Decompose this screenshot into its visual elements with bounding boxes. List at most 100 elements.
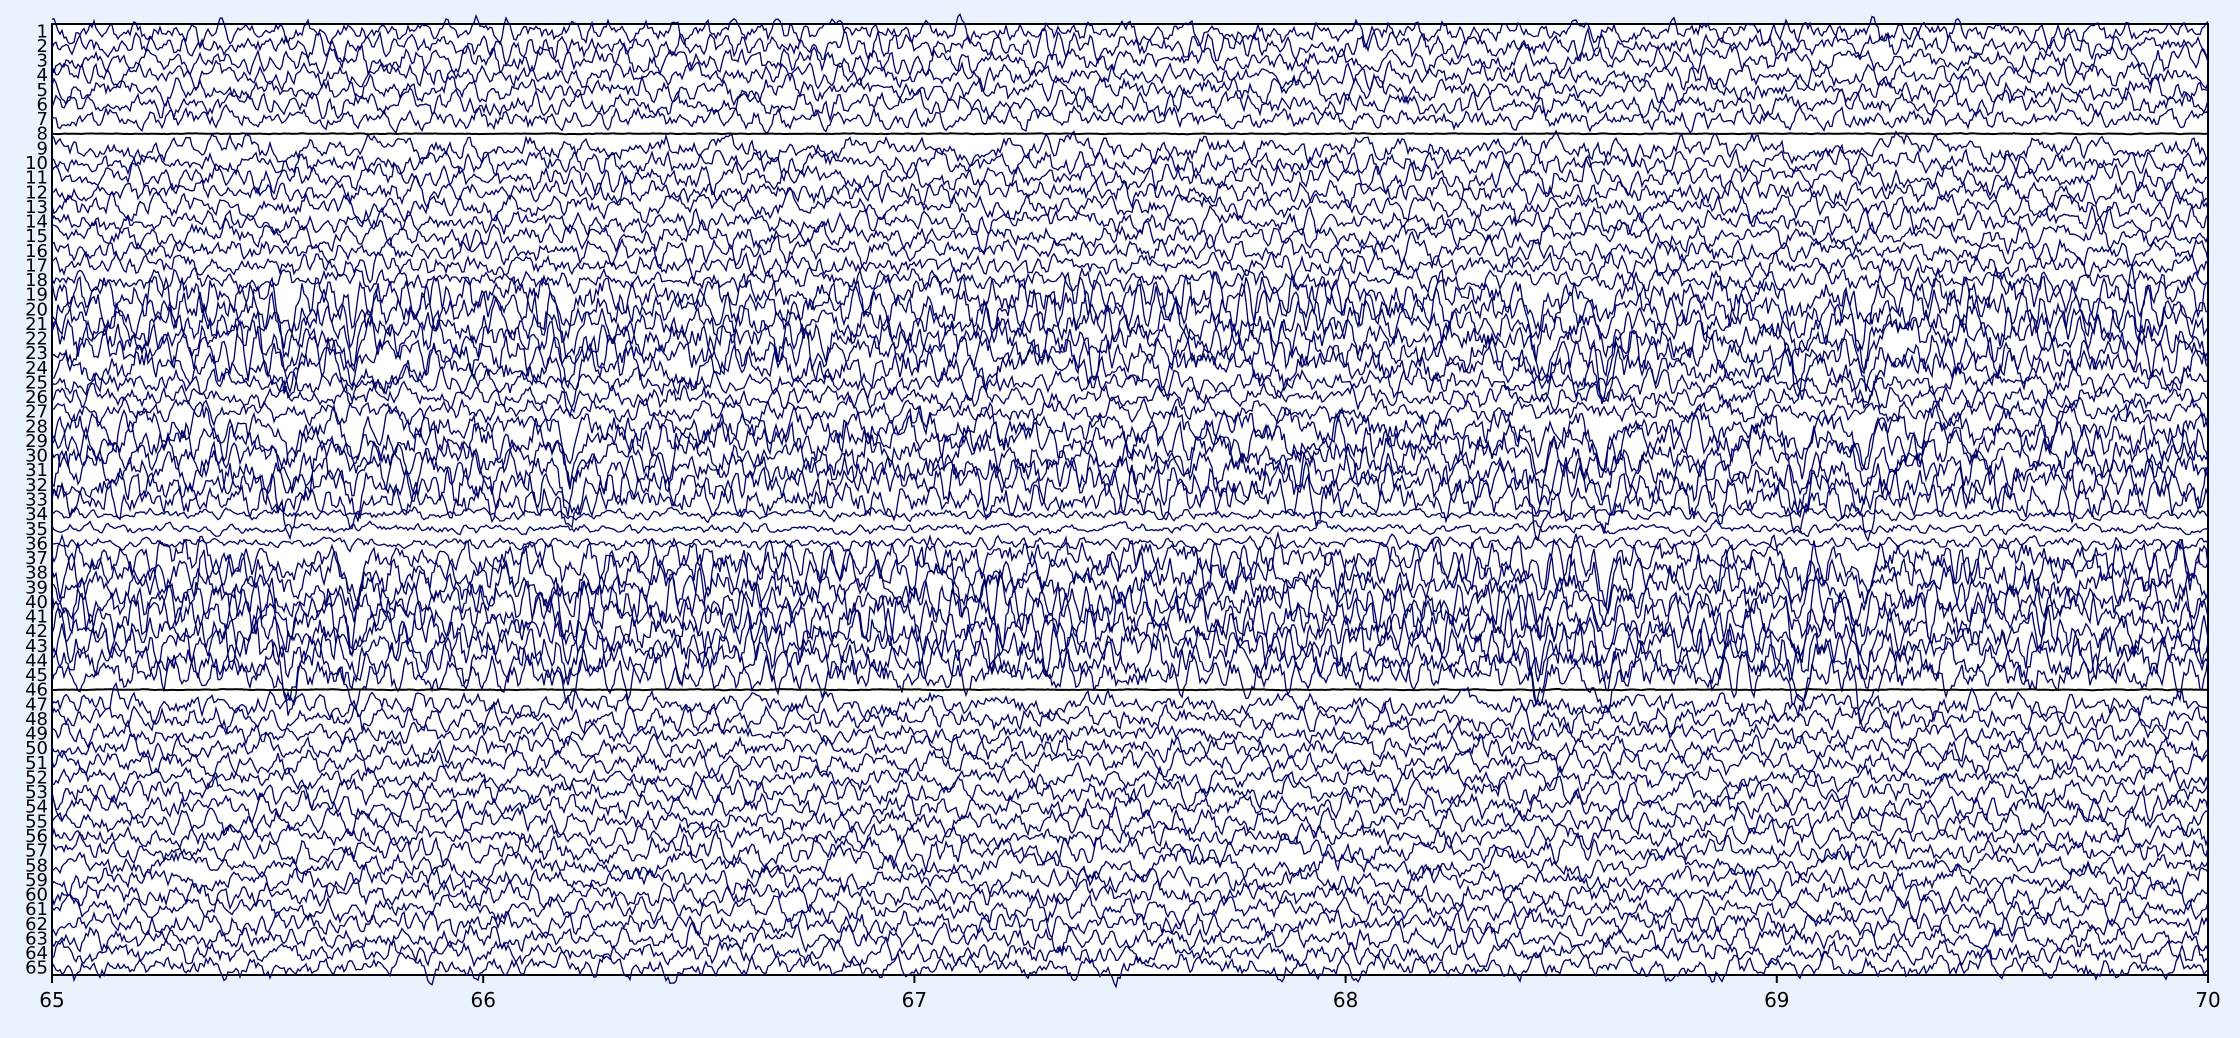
channel-label-29: 29 bbox=[25, 431, 48, 452]
channel-trace-3 bbox=[51, 41, 2209, 79]
channel-label-57: 57 bbox=[25, 841, 48, 862]
channel-trace-60 bbox=[51, 877, 2209, 914]
channel-trace-10 bbox=[51, 143, 2209, 183]
channel-label-12: 12 bbox=[25, 182, 48, 203]
channel-trace-49 bbox=[51, 717, 2209, 749]
channel-label-21: 21 bbox=[25, 314, 48, 335]
x-tick-label-65: 65 bbox=[39, 988, 64, 1012]
channel-label-58: 58 bbox=[25, 855, 48, 876]
channel-trace-33 bbox=[51, 472, 2209, 543]
channel-trace-48 bbox=[51, 701, 2209, 737]
channel-label-59: 59 bbox=[25, 870, 48, 891]
channel-trace-9 bbox=[51, 129, 2209, 168]
channel-label-10: 10 bbox=[25, 153, 48, 174]
channel-label-13: 13 bbox=[25, 197, 48, 218]
channel-label-6: 6 bbox=[37, 94, 48, 115]
channel-trace-26 bbox=[51, 379, 2209, 414]
channel-label-46: 46 bbox=[25, 680, 48, 701]
channel-trace-16 bbox=[51, 230, 2209, 270]
channel-trace-18 bbox=[51, 263, 2209, 298]
channel-label-17: 17 bbox=[25, 255, 48, 276]
channel-label-32: 32 bbox=[25, 475, 48, 496]
channel-label-45: 45 bbox=[25, 665, 48, 686]
channel-trace-4 bbox=[51, 59, 2209, 93]
channel-label-62: 62 bbox=[25, 914, 48, 935]
channel-label-47: 47 bbox=[25, 694, 48, 715]
channel-trace-22 bbox=[51, 309, 2209, 382]
channel-trace-45 bbox=[51, 646, 2209, 726]
channel-trace-47 bbox=[51, 681, 2209, 726]
channel-label-14: 14 bbox=[25, 212, 48, 233]
channel-trace-46 bbox=[52, 688, 2209, 692]
channel-trace-29 bbox=[51, 414, 2209, 490]
x-tick-label-67: 67 bbox=[902, 988, 927, 1012]
channel-trace-21 bbox=[51, 295, 2209, 373]
channel-label-7: 7 bbox=[37, 109, 48, 130]
channel-label-38: 38 bbox=[25, 563, 48, 584]
channel-label-19: 19 bbox=[25, 285, 48, 306]
channel-label-50: 50 bbox=[25, 738, 48, 759]
channel-trace-65 bbox=[51, 948, 2209, 989]
channel-trace-24 bbox=[51, 336, 2209, 419]
channel-trace-52 bbox=[51, 761, 2209, 795]
channel-label-43: 43 bbox=[25, 636, 48, 657]
channel-trace-38 bbox=[51, 538, 2209, 625]
channel-label-63: 63 bbox=[25, 928, 48, 949]
channel-trace-64 bbox=[51, 935, 2209, 968]
channel-label-48: 48 bbox=[25, 709, 48, 730]
channel-label-11: 11 bbox=[25, 168, 48, 189]
channel-trace-43 bbox=[51, 607, 2209, 683]
channel-label-55: 55 bbox=[25, 811, 48, 832]
channel-label-51: 51 bbox=[25, 753, 48, 774]
channel-trace-1 bbox=[51, 13, 2209, 51]
channel-label-5: 5 bbox=[37, 80, 48, 101]
channel-label-40: 40 bbox=[25, 592, 48, 613]
channel-label-1: 1 bbox=[37, 21, 48, 42]
channel-label-30: 30 bbox=[25, 446, 48, 467]
channel-trace-51 bbox=[51, 746, 2209, 779]
channel-trace-8 bbox=[51, 132, 2209, 136]
channel-label-61: 61 bbox=[25, 899, 48, 920]
channel-label-65: 65 bbox=[25, 958, 48, 979]
channel-label-42: 42 bbox=[25, 621, 48, 642]
channel-trace-11 bbox=[51, 154, 2209, 198]
channel-trace-27 bbox=[51, 395, 2209, 428]
channel-trace-32 bbox=[51, 458, 2209, 522]
channel-labels-group: 1234567891011121314151617181920212223242… bbox=[25, 21, 48, 978]
channel-trace-7 bbox=[51, 103, 2209, 135]
channel-trace-54 bbox=[51, 786, 2209, 828]
channel-label-37: 37 bbox=[25, 548, 48, 569]
x-tick-label-69: 69 bbox=[1764, 988, 1789, 1012]
channel-label-35: 35 bbox=[25, 519, 48, 540]
channel-label-20: 20 bbox=[25, 299, 48, 320]
channel-label-15: 15 bbox=[25, 226, 48, 247]
channel-trace-41 bbox=[51, 586, 2209, 660]
channel-label-39: 39 bbox=[25, 577, 48, 598]
channel-label-26: 26 bbox=[25, 387, 48, 408]
channel-trace-6 bbox=[51, 86, 2209, 123]
channel-label-27: 27 bbox=[25, 402, 48, 423]
channel-label-2: 2 bbox=[37, 36, 48, 57]
channel-trace-34 bbox=[51, 504, 2209, 524]
channel-trace-13 bbox=[51, 187, 2209, 227]
channel-trace-44 bbox=[51, 632, 2209, 706]
channel-label-60: 60 bbox=[25, 885, 48, 906]
channel-label-22: 22 bbox=[25, 329, 48, 350]
channel-label-8: 8 bbox=[37, 124, 48, 145]
channel-trace-62 bbox=[51, 908, 2209, 940]
channel-trace-55 bbox=[51, 804, 2209, 839]
channel-trace-63 bbox=[51, 920, 2209, 954]
channel-label-25: 25 bbox=[25, 372, 48, 393]
x-tick-label-68: 68 bbox=[1333, 988, 1358, 1012]
channel-label-34: 34 bbox=[25, 504, 48, 525]
channel-label-36: 36 bbox=[25, 533, 48, 554]
channel-trace-14 bbox=[51, 203, 2209, 237]
channel-trace-15 bbox=[51, 216, 2209, 256]
channel-label-23: 23 bbox=[25, 343, 48, 364]
channel-trace-59 bbox=[51, 861, 2209, 899]
channel-label-16: 16 bbox=[25, 241, 48, 262]
channel-trace-50 bbox=[51, 731, 2209, 765]
channel-trace-40 bbox=[51, 564, 2209, 651]
